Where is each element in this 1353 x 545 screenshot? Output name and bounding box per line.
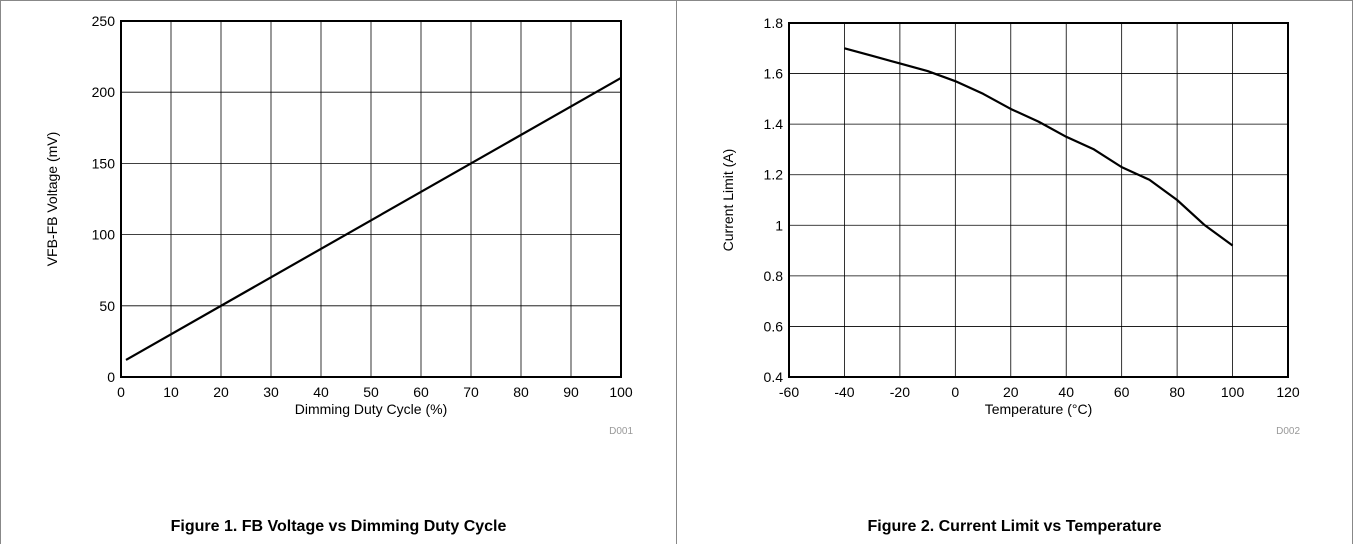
figure-2-caption: Figure 2. Current Limit vs Temperature: [867, 518, 1162, 535]
x-tick-label: 30: [263, 384, 279, 400]
x-tick-label: 60: [413, 384, 429, 400]
y-tick-label: 200: [92, 84, 116, 100]
x-tick-label: 80: [1169, 384, 1185, 400]
x-tick-label: 100: [1221, 384, 1245, 400]
x-tick-label: 80: [513, 384, 529, 400]
x-tick-label: 0: [117, 384, 125, 400]
y-tick-label: 100: [92, 227, 116, 243]
x-tick-label: 70: [463, 384, 479, 400]
x-axis-label: Temperature (°C): [985, 401, 1093, 417]
figure-code: D002: [1276, 426, 1300, 437]
x-tick-label: 50: [363, 384, 379, 400]
y-axis-label: Current Limit (A): [720, 149, 736, 252]
x-tick-label: 0: [951, 384, 959, 400]
y-tick-label: 250: [92, 13, 116, 29]
x-tick-label: 20: [1003, 384, 1019, 400]
series-line: [125, 77, 622, 361]
x-axis-label: Dimming Duty Cycle (%): [295, 401, 447, 417]
figure-code: D001: [609, 426, 633, 437]
x-tick-label: 100: [609, 384, 633, 400]
chart-panel-1: 0 10 20 30 40 50 60 70 80 90 100 0 50 100 150 200 250 Dim…: [0, 0, 677, 544]
chart-panel-2: -60 -40 -20 0 20 40 60 80 100 120 0.4 0.6 0.8 1 1.2 1.4…: [677, 0, 1353, 544]
y-tick-label: 1.4: [764, 116, 784, 132]
plot-frame: [788, 22, 1289, 378]
y-tick-label: 0.6: [764, 318, 784, 334]
chart-1: 0 10 20 30 40 50 60 70 80 90 100 0 50 100 150 200 250 Dim…: [44, 13, 633, 437]
x-tick-label: -60: [779, 384, 799, 400]
y-tick-label: 150: [92, 155, 116, 171]
y-tick-label: 1.2: [764, 167, 784, 183]
y-tick-label: 0.4: [764, 369, 784, 385]
x-tick-label: 10: [163, 384, 179, 400]
y-axis-label: VFB-FB Voltage (mV): [44, 132, 60, 267]
x-tick-label: 90: [563, 384, 579, 400]
chart-2: -60 -40 -20 0 20 40 60 80 100 120 0.4 0.6 0.8 1 1.2 1.4…: [720, 15, 1300, 437]
x-tick-label: 60: [1114, 384, 1130, 400]
y-tick-label: 1.6: [764, 66, 784, 82]
y-tick-label: 0.8: [764, 268, 784, 284]
y-tick-label: 0: [107, 369, 115, 385]
x-tick-label: 120: [1276, 384, 1300, 400]
x-tick-label: -20: [890, 384, 910, 400]
y-tick-label: 50: [99, 298, 115, 314]
x-tick-label: 40: [313, 384, 329, 400]
x-tick-label: -40: [834, 384, 854, 400]
figure-1-caption: Figure 1. FB Voltage vs Dimming Duty Cyc…: [170, 518, 507, 535]
plot-frame: [120, 20, 622, 378]
x-tick-label: 20: [213, 384, 229, 400]
y-tick-label: 1: [775, 217, 783, 233]
series-line: [844, 47, 1234, 247]
y-tick-label: 1.8: [764, 15, 784, 31]
x-tick-label: 40: [1058, 384, 1074, 400]
